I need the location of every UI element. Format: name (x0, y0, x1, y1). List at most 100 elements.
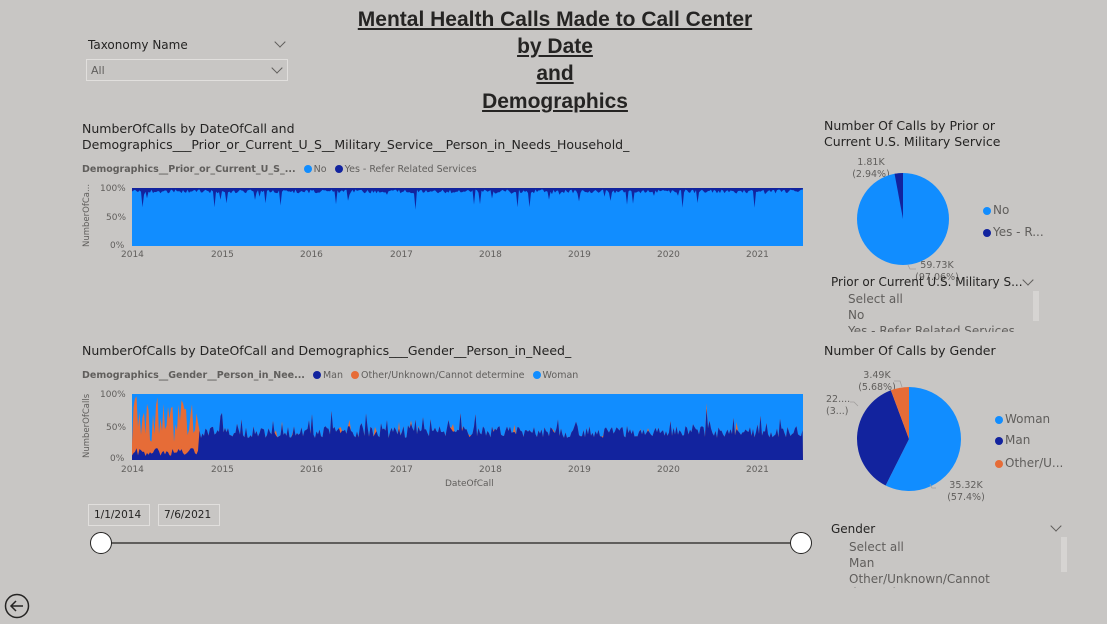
gender-pie-legend-man[interactable]: Man (995, 433, 1030, 447)
gender-slicer-scrollbar[interactable] (1061, 537, 1067, 572)
military-pie[interactable] (850, 168, 960, 278)
pie-leader-line (907, 264, 916, 270)
gender-x-tick: 2021 (746, 465, 769, 475)
military-series-yes (132, 188, 803, 210)
pie-leader-line (929, 483, 936, 489)
military-pie-title-line-1: Number Of Calls by Prior or (824, 118, 996, 133)
gender-slicer-item-other[interactable]: Other/Unknown/Cannot determine (849, 572, 990, 588)
gender-pie-label-woman: 35.32K (57.4%) (944, 480, 988, 504)
gender-series-man (132, 408, 803, 460)
pie-leader-line (894, 380, 903, 388)
legend-marker-icon (995, 437, 1003, 445)
gender-slicer-list[interactable]: Select all Man Other/Unknown/Cannot dete… (849, 540, 1054, 588)
military-x-tick: 2019 (568, 250, 591, 260)
back-arrow-icon[interactable] (4, 593, 32, 621)
gender-slicer-item-select-all[interactable]: Select all (849, 540, 904, 554)
military-pie-label-no-pct: (97.06%) (915, 272, 959, 283)
legend-marker-icon (351, 371, 360, 379)
military-pie-slice-yes[interactable] (894, 173, 903, 219)
military-pie-legend-no-label: No (993, 203, 1010, 217)
military-slicer-item-select-all[interactable]: Select all (848, 292, 903, 306)
end-date-input[interactable]: 7/6/2021 (158, 504, 220, 526)
gender-pie-label-woman-value: 35.32K (949, 480, 983, 491)
military-pie-title-line-2: Current U.S. Military Service (824, 134, 1001, 149)
gender-x-tick: 2014 (121, 465, 144, 475)
taxonomy-header-chevron-icon[interactable] (274, 36, 286, 48)
gender-chart-legend: Demographics__Gender__Person_in_Nee... M… (82, 370, 578, 381)
date-slider-track[interactable] (101, 542, 801, 544)
gender-pie-label-man-pct: (3...) (826, 406, 849, 417)
military-legend-title: Demographics__Prior_or_Current_U_S_... (82, 164, 296, 175)
gender-pie-slice-other[interactable] (890, 387, 909, 439)
date-slider-end-handle[interactable] (790, 532, 812, 554)
taxonomy-dropdown-value: All (91, 64, 105, 77)
date-slider-start-handle[interactable] (90, 532, 112, 554)
gender-y-tick: 0% (110, 454, 125, 464)
gender-pie[interactable] (850, 380, 970, 498)
taxonomy-dropdown[interactable]: All (86, 59, 288, 81)
gender-x-tick: 2016 (300, 465, 323, 475)
gender-chart-y-title: NumberOfCalls (82, 393, 92, 458)
gender-y-tick: 100% (100, 390, 126, 400)
report-title-line-4: Demographics (482, 90, 628, 113)
gender-pie-label-man: 22.... (3...) (826, 394, 851, 418)
military-slicer-item-yes[interactable]: Yes - Refer Related Services (848, 324, 1015, 332)
military-x-tick: 2018 (479, 250, 502, 260)
gender-x-tick: 2015 (211, 465, 234, 475)
gender-stacked-area-plot[interactable] (132, 394, 803, 460)
chevron-down-icon (271, 62, 283, 74)
military-stacked-area-plot[interactable] (132, 188, 803, 246)
military-slicer-list[interactable]: Select all No Yes - Refer Related Servic… (848, 292, 1038, 332)
gender-pie-slice-woman[interactable] (885, 387, 961, 491)
military-y-tick: 50% (106, 213, 127, 223)
legend-marker-icon (983, 207, 991, 215)
gender-x-tick: 2020 (657, 465, 680, 475)
gender-legend-item-man[interactable]: Man (322, 370, 343, 381)
gender-pie-legend-other-label: Other/U... (1005, 456, 1064, 470)
legend-marker-icon (334, 165, 343, 173)
military-chart-title-line-1: NumberOfCalls by DateOfCall and (82, 121, 295, 136)
military-pie-legend-yes[interactable]: Yes - R... (983, 225, 1044, 239)
gender-legend-item-woman[interactable]: Woman (542, 370, 579, 381)
gender-pie-label-man-value: 22.... (826, 394, 851, 405)
pie-leader-line (850, 401, 859, 407)
military-slicer-scrollbar[interactable] (1033, 291, 1039, 321)
military-x-tick: 2017 (390, 250, 413, 260)
chevron-down-icon[interactable] (1022, 274, 1034, 286)
start-date-input[interactable]: 1/1/2014 (88, 504, 150, 526)
military-slicer-label: Prior or Current U.S. Military S... (831, 275, 1023, 289)
gender-pie-label-other: 3.49K (5.68%) (855, 370, 899, 394)
legend-marker-icon (995, 460, 1003, 468)
military-x-tick: 2015 (211, 250, 234, 260)
legend-marker-icon (303, 165, 312, 173)
military-x-tick: 2016 (300, 250, 323, 260)
military-x-tick: 2021 (746, 250, 769, 260)
military-pie-label-yes-value: 1.81K (857, 157, 885, 168)
gender-slicer-item-man[interactable]: Man (849, 556, 875, 570)
gender-legend-item-other[interactable]: Other/Unknown/Cannot determine (361, 370, 525, 381)
military-pie-label-no: 59.73K (97.06%) (915, 260, 959, 284)
taxonomy-slicer-label: Taxonomy Name (88, 38, 188, 52)
gender-pie-slices[interactable] (856, 387, 961, 491)
military-y-tick: 100% (100, 184, 126, 194)
military-legend-item-yes[interactable]: Yes - Refer Related Services (344, 164, 477, 175)
legend-marker-icon (983, 229, 991, 237)
military-legend-item-no[interactable]: No (313, 164, 327, 175)
military-slicer-item-no[interactable]: No (848, 308, 865, 322)
military-pie-legend-no[interactable]: No (983, 203, 1009, 217)
gender-pie-legend-woman[interactable]: Woman (995, 412, 1050, 426)
report-title-line-3: and (536, 62, 574, 85)
gender-pie-label-other-value: 3.49K (863, 370, 891, 381)
gender-slicer-label: Gender (831, 522, 876, 536)
legend-marker-icon (995, 416, 1003, 424)
gender-pie-legend-other[interactable]: Other/U... (995, 456, 1063, 470)
military-x-tick: 2020 (657, 250, 680, 260)
gender-pie-legend-man-label: Man (1005, 433, 1031, 447)
gender-pie-slice-man[interactable] (856, 390, 909, 486)
gender-x-tick: 2019 (568, 465, 591, 475)
gender-x-tick: 2017 (390, 465, 413, 475)
chevron-down-icon[interactable] (1050, 520, 1062, 532)
gender-pie-title: Number Of Calls by Gender (824, 343, 996, 358)
gender-pie-label-woman-pct: (57.4%) (947, 492, 985, 503)
legend-marker-icon (312, 371, 321, 379)
